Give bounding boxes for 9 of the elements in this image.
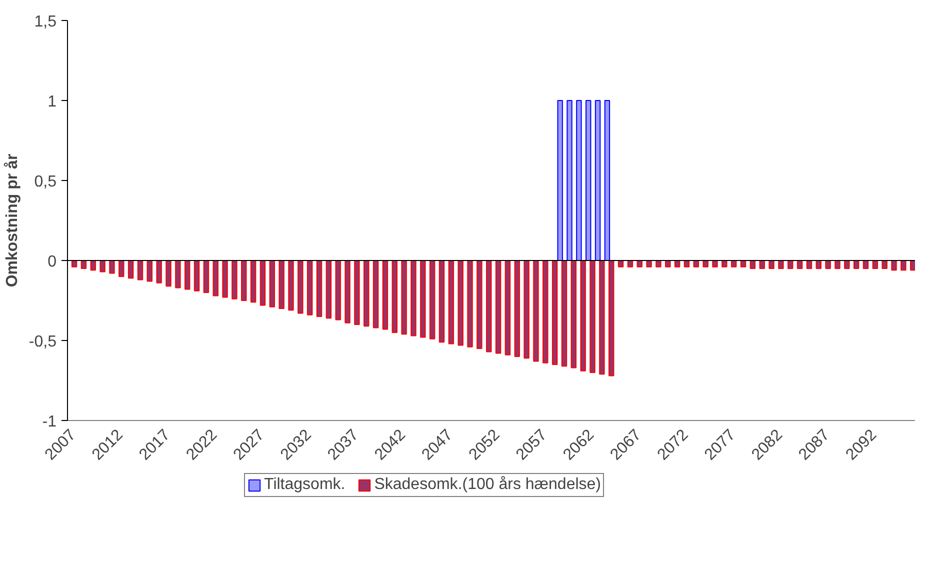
legend-label: Skadesomk.(100 års hændelse) — [374, 476, 601, 494]
y-tick-label: 1,5 — [34, 14, 57, 30]
y-tick-label: 0,5 — [34, 174, 57, 190]
y-tick-label: -1 — [42, 414, 57, 430]
y-tick-label: 1 — [48, 94, 57, 110]
y-tick-label: -0,5 — [28, 334, 57, 350]
legend-label: Tiltagsomk. — [264, 476, 346, 494]
y-tick-label: 0 — [48, 254, 57, 270]
y-axis-title: Omkostning pr år — [2, 154, 21, 288]
